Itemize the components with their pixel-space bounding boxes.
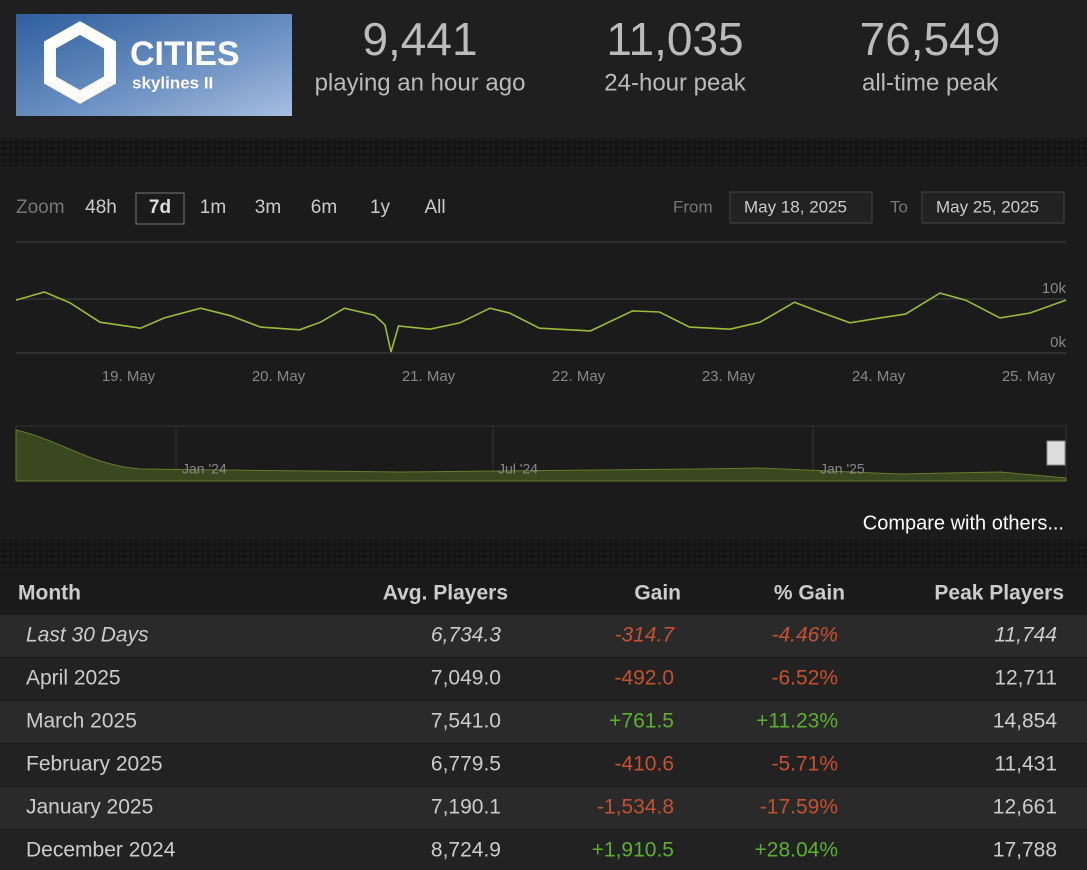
zoom-option[interactable]: 6m [311,197,337,218]
table-cell: Last 30 Days [26,624,149,647]
zoom-option[interactable]: 1m [200,197,226,218]
stat-value: 76,549 [860,13,1001,65]
table-cell: -6.52% [771,667,838,690]
logo [16,14,292,116]
table-row [0,830,1087,870]
table-cell: -1,534.8 [597,796,674,819]
zoom-selected [135,192,185,225]
table-cell: -17.59% [760,796,838,819]
table-cell: 7,541.0 [431,710,501,733]
logo-subtitle: skylines II [132,73,213,92]
to-date[interactable]: May 25, 2025 [936,197,1039,216]
zoom-option[interactable]: 48h [85,197,117,218]
table-row [0,701,1087,743]
table-cell: December 2024 [26,839,176,862]
x-tick-label: 23. May [702,368,756,385]
x-tick-label: 20. May [252,368,306,385]
table-header-bg [0,572,1087,615]
table-cell: -492.0 [614,667,674,690]
zoom-label: Zoom [16,197,65,218]
table-cell: -5.71% [771,753,838,776]
table-cell: 11,431 [994,753,1057,776]
table-row [0,658,1087,700]
from-label: From [673,197,713,216]
line-series [15,291,1067,353]
x-tick-label: 21. May [402,368,456,385]
stat-label: playing an hour ago [315,69,526,96]
table-cell: +11.23% [756,710,838,733]
table-cell: -314.7 [614,624,675,647]
zoom-option[interactable]: 3m [255,197,281,218]
table-row [0,744,1087,786]
table-cell: 8,724.9 [431,839,501,862]
stat-value: 9,441 [362,13,477,65]
from-input[interactable] [729,191,873,224]
y-tick-label: 0k [1050,334,1066,351]
column-header: Avg. Players [383,582,508,605]
y-tick-label: 10k [1042,280,1067,297]
to-label: To [890,197,908,216]
logo-title: CITIES [130,35,240,73]
table-row [0,615,1087,657]
table-cell: 17,788 [993,839,1057,862]
navigator-area [15,429,1067,482]
table-cell: 7,190.1 [431,796,501,819]
table-cell: March 2025 [26,710,137,733]
column-header: Month [18,582,81,605]
x-tick-label: 22. May [552,368,606,385]
table-row [0,787,1087,829]
to-input[interactable] [921,191,1065,224]
zoom-option[interactable]: 7d [149,197,171,218]
table-cell: 7,049.0 [431,667,501,690]
table-cell: January 2025 [26,796,153,819]
table-cell: -410.6 [614,753,674,776]
zoom-option[interactable]: 1y [370,197,391,218]
stat-label: 24-hour peak [604,69,746,96]
compare-link[interactable]: Compare with others... [863,512,1064,534]
x-tick-label: 24. May [852,368,906,385]
band [0,540,1087,568]
x-tick-label: 25. May [1002,368,1056,385]
table-cell: 12,711 [994,667,1057,690]
nav-label: Jan '24 [182,461,227,477]
table-cell: +1,910.5 [592,839,674,862]
table-cell: +761.5 [609,710,674,733]
table-cell: 6,779.5 [431,753,501,776]
from-date[interactable]: May 18, 2025 [744,197,847,216]
table-cell: +28.04% [755,839,839,862]
column-header: Gain [634,582,681,605]
table-cell: 11,744 [994,624,1057,647]
stat-value: 11,035 [606,13,743,65]
nav-label: Jul '24 [498,461,538,477]
column-header: % Gain [774,582,845,605]
zoom-option[interactable]: All [424,197,445,218]
stat-label: all-time peak [862,69,999,96]
table-cell: 6,734.3 [431,624,501,647]
table-cell: -4.46% [771,624,838,647]
table-cell: 14,854 [993,710,1058,733]
table-cell: April 2025 [26,667,121,690]
logo-icon [44,21,116,104]
nav-handle[interactable] [1046,440,1066,466]
table-cell: February 2025 [26,753,163,776]
band [0,138,1087,166]
column-header: Peak Players [934,582,1064,605]
nav-label: Jan '25 [820,461,865,477]
x-tick-label: 19. May [102,368,156,385]
table-cell: 12,661 [993,796,1057,819]
